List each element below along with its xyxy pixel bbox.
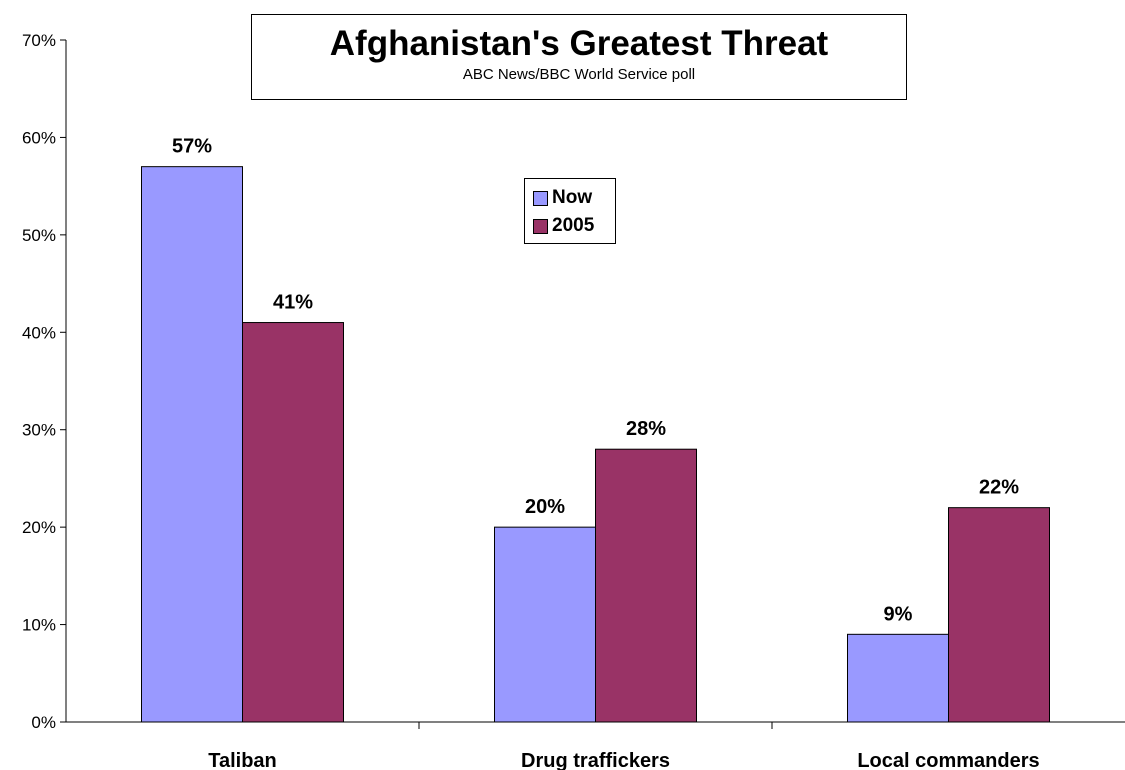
labels: 57% 41% Taliban 20% 28% Drug traffickers 9% 22%… [172, 136, 1040, 770]
data-label: 22% [979, 477, 1019, 499]
y-tick-label: 50% [22, 226, 56, 245]
legend-label-2005: 2005 [552, 215, 595, 236]
chart-subtitle: ABC News/BBC World Service poll [462, 66, 696, 83]
data-label: 9% [884, 603, 913, 625]
data-label: 57% [172, 136, 212, 158]
bar-now-local-commanders [847, 633, 949, 723]
chart-title-box: Afghanistan's Greatest Threat ABC News/B… [251, 14, 907, 100]
bars [141, 166, 1050, 723]
legend-label-now: Now [552, 187, 593, 208]
chart-title: Afghanistan's Greatest Threat [329, 24, 829, 63]
x-category-label: Local commanders [857, 750, 1039, 770]
legend-swatch-now [533, 190, 548, 206]
bar-now-taliban [141, 166, 243, 723]
y-tick-label: 0% [31, 713, 56, 732]
bar-now-drug-traffickers [494, 526, 596, 723]
legend-item-now: Now [533, 184, 615, 212]
x-category-label: Drug traffickers [521, 750, 670, 770]
y-tick-label: 70% [22, 31, 56, 50]
y-tick-label: 20% [22, 518, 56, 537]
y-tick-label: 30% [22, 421, 56, 440]
bar-2005-drug-traffickers [595, 448, 697, 723]
bar-2005-taliban [242, 322, 344, 723]
x-category-label: Taliban [208, 750, 277, 770]
data-label: 20% [525, 496, 565, 518]
bar-2005-local-commanders [948, 507, 1050, 723]
data-label: 41% [273, 292, 313, 314]
legend-item-2005: 2005 [533, 212, 615, 240]
legend: Now 2005 [524, 178, 616, 244]
legend-swatch-2005 [533, 218, 548, 234]
y-tick-label: 40% [22, 323, 56, 342]
y-tick-label: 60% [22, 128, 56, 147]
y-tick-label: 10% [22, 616, 56, 635]
data-label: 28% [626, 418, 666, 440]
